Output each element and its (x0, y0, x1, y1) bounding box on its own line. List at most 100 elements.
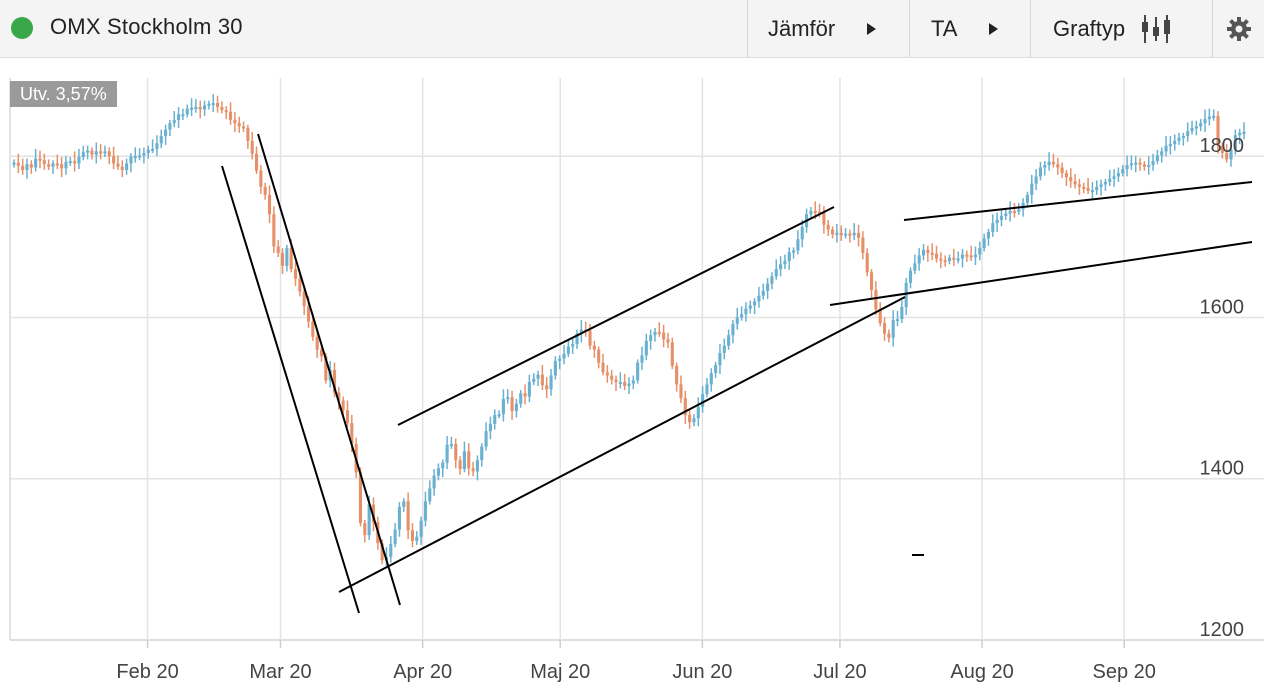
candle (449, 436, 453, 449)
candle-body (562, 353, 566, 359)
candle (757, 286, 761, 308)
candle-body (1194, 126, 1198, 129)
candle-body (575, 333, 579, 345)
candle-body (865, 252, 869, 273)
candle (714, 361, 718, 378)
candle (926, 245, 930, 262)
candle (207, 100, 211, 110)
trendline-wedge-upper[interactable] (903, 181, 1253, 221)
candle-body (47, 164, 51, 167)
technical-analysis-menu-button[interactable]: TA (909, 0, 1030, 57)
trendline-channel-upper[interactable] (397, 206, 835, 426)
candle-body (393, 529, 397, 545)
candle-body (415, 536, 419, 541)
candle-body (1038, 167, 1043, 177)
candle (254, 146, 259, 174)
candle (809, 207, 813, 218)
candle-body (874, 290, 878, 310)
candle (1155, 149, 1159, 165)
candle-body (120, 166, 124, 170)
candle (181, 108, 185, 120)
candle (138, 148, 142, 161)
candle (930, 243, 934, 261)
candle (571, 338, 575, 354)
candle (233, 111, 237, 133)
candle-body (1103, 182, 1107, 185)
trendline-wedge-lower[interactable] (829, 241, 1253, 306)
candle (999, 210, 1004, 227)
candle-body (272, 214, 276, 247)
candle-body (29, 164, 33, 168)
candle-body (1164, 145, 1168, 152)
settings-button[interactable] (1212, 0, 1264, 57)
candle (410, 523, 415, 548)
candle (956, 251, 960, 264)
candle-body (151, 148, 155, 151)
candle (94, 142, 98, 164)
candle-body (956, 258, 960, 261)
candle (99, 144, 103, 160)
trendline-crash-left[interactable] (221, 165, 360, 614)
candle-body (319, 349, 324, 357)
candle (1103, 178, 1107, 191)
candle (869, 269, 874, 299)
candle (605, 365, 609, 383)
compare-menu-button[interactable]: Jämför (747, 0, 909, 57)
candle (579, 319, 583, 343)
candle-body (770, 276, 774, 284)
instrument-title: OMX Stockholm 30 (50, 14, 243, 39)
trendline-crash-right[interactable] (257, 133, 401, 606)
candle (415, 531, 419, 545)
y-tick-label: 1800 (1200, 135, 1245, 157)
candle-body (1233, 135, 1237, 150)
candle-body (1207, 116, 1211, 120)
candle (190, 98, 194, 116)
candle-body (190, 107, 194, 110)
candle-body (1134, 162, 1138, 165)
candle (982, 233, 986, 252)
candle (224, 106, 228, 120)
candle-body (1186, 131, 1190, 137)
candle (68, 157, 72, 166)
candle-body (688, 415, 692, 423)
candle-body (285, 248, 289, 266)
candle-body (241, 126, 246, 129)
candle-body (1168, 144, 1172, 147)
candle-body (601, 362, 605, 373)
candle (129, 152, 133, 173)
candle (345, 400, 350, 428)
candle (475, 455, 479, 481)
candle-body (908, 270, 913, 283)
candle-body (843, 233, 848, 236)
candle (1138, 157, 1142, 171)
candle (1069, 168, 1073, 188)
candle-body (1121, 169, 1125, 174)
submenu-arrow-icon (989, 22, 999, 35)
candle-body (233, 119, 237, 124)
candle (1051, 153, 1055, 168)
candle-body (254, 153, 259, 171)
y-tick-label: 1400 (1200, 458, 1245, 480)
candle (168, 119, 172, 137)
candle-body (64, 161, 68, 169)
candle (1077, 178, 1081, 195)
chart-type-button[interactable]: Graftyp (1030, 0, 1212, 57)
candle-body (501, 398, 505, 415)
candle (397, 502, 402, 537)
candle-body (471, 468, 475, 472)
price-chart[interactable]: 1200 1400 1600 1800 Feb 20 Mar 20 Apr 20 Maj 20… (0, 58, 1264, 700)
candle-body (1034, 176, 1038, 184)
candle (454, 438, 458, 469)
candle (973, 246, 978, 266)
candle (917, 248, 921, 271)
candle-body (350, 423, 354, 445)
candle-body (653, 331, 657, 336)
candle-body (813, 211, 817, 214)
candle (549, 369, 553, 396)
trendline-channel-lower[interactable] (338, 296, 906, 593)
x-tick-label: Mar 20 (249, 661, 311, 683)
candle (1229, 142, 1233, 167)
candle (1186, 122, 1190, 142)
candle (81, 145, 85, 161)
candle-body (727, 335, 731, 346)
